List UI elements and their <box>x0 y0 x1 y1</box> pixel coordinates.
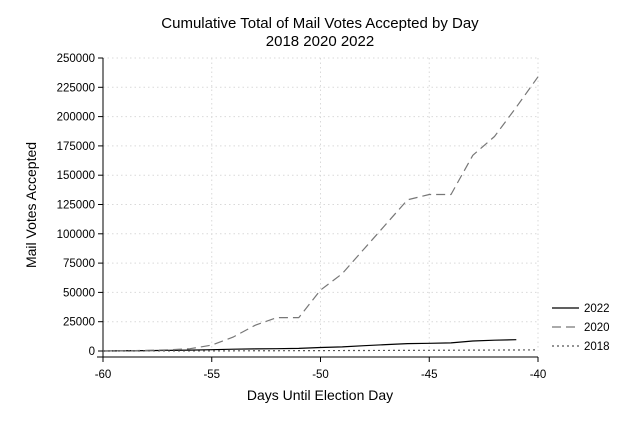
legend-label-2022: 2022 <box>584 303 610 315</box>
chart-subtitle: 2018 2020 2022 <box>266 33 374 50</box>
y-tick-label: 200000 <box>57 112 95 124</box>
y-axis-title: Mail Votes Accepted <box>23 142 39 268</box>
legend: 2022 2020 2018 <box>552 303 610 353</box>
x-axis-title: Days Until Election Day <box>247 387 393 403</box>
axes: 0 25000 50000 75000 100000 125000 150000 175000… <box>57 53 547 381</box>
series-line-2022 <box>102 339 517 352</box>
y-tick-label: 100000 <box>57 229 95 241</box>
series-line-2020 <box>102 76 539 352</box>
x-tick-label: -55 <box>203 369 220 381</box>
y-tick-label: 125000 <box>57 200 95 212</box>
y-tick-label: 75000 <box>63 258 95 270</box>
series-lines <box>102 76 539 352</box>
x-tick-label: -50 <box>312 369 329 381</box>
y-tick-label: 25000 <box>63 317 95 329</box>
y-tick-label: 175000 <box>57 141 95 153</box>
chart-title: Cumulative Total of Mail Votes Accepted … <box>161 15 479 32</box>
legend-label-2018: 2018 <box>584 341 610 353</box>
y-tick-label: 225000 <box>57 82 95 94</box>
x-tick-label: -40 <box>530 369 547 381</box>
x-tick-label: -60 <box>95 369 112 381</box>
y-tick-label: 150000 <box>57 170 95 182</box>
grid-lines <box>103 57 539 351</box>
y-tick-label: 50000 <box>63 287 95 299</box>
y-tick-label: 250000 <box>57 53 95 65</box>
x-tick-label: -45 <box>421 369 438 381</box>
legend-label-2020: 2020 <box>584 322 610 334</box>
y-tick-label: 0 <box>89 346 95 358</box>
